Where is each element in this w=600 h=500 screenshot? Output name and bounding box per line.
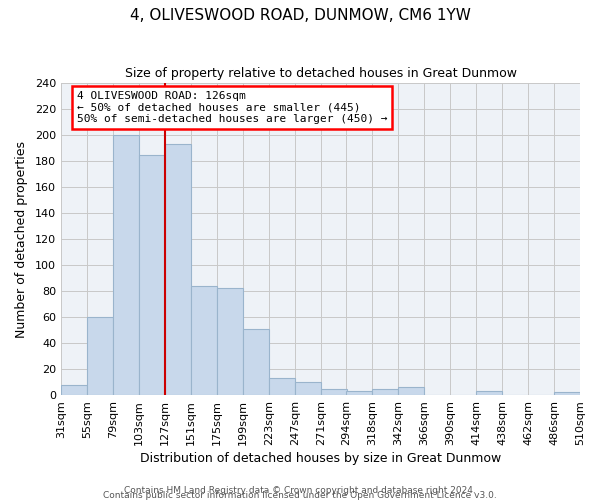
Bar: [295, 382, 321, 395]
Text: Contains HM Land Registry data © Crown copyright and database right 2024.: Contains HM Land Registry data © Crown c…: [124, 486, 476, 495]
Bar: [554, 392, 580, 395]
Y-axis label: Number of detached properties: Number of detached properties: [15, 140, 28, 338]
Bar: [372, 388, 398, 395]
Text: 4 OLIVESWOOD ROAD: 126sqm
← 50% of detached houses are smaller (445)
50% of semi: 4 OLIVESWOOD ROAD: 126sqm ← 50% of detac…: [77, 91, 387, 124]
Bar: [269, 378, 295, 395]
Text: 4, OLIVESWOOD ROAD, DUNMOW, CM6 1YW: 4, OLIVESWOOD ROAD, DUNMOW, CM6 1YW: [130, 8, 470, 22]
Bar: [87, 317, 113, 395]
X-axis label: Distribution of detached houses by size in Great Dunmow: Distribution of detached houses by size …: [140, 452, 501, 465]
Bar: [476, 391, 502, 395]
Bar: [346, 391, 372, 395]
Text: Contains public sector information licensed under the Open Government Licence v3: Contains public sector information licen…: [103, 491, 497, 500]
Bar: [139, 154, 165, 395]
Bar: [165, 144, 191, 395]
Bar: [398, 388, 424, 395]
Title: Size of property relative to detached houses in Great Dunmow: Size of property relative to detached ho…: [125, 68, 517, 80]
Bar: [113, 135, 139, 395]
Bar: [321, 388, 347, 395]
Bar: [191, 286, 217, 395]
Bar: [243, 329, 269, 395]
Bar: [61, 384, 87, 395]
Bar: [217, 288, 243, 395]
